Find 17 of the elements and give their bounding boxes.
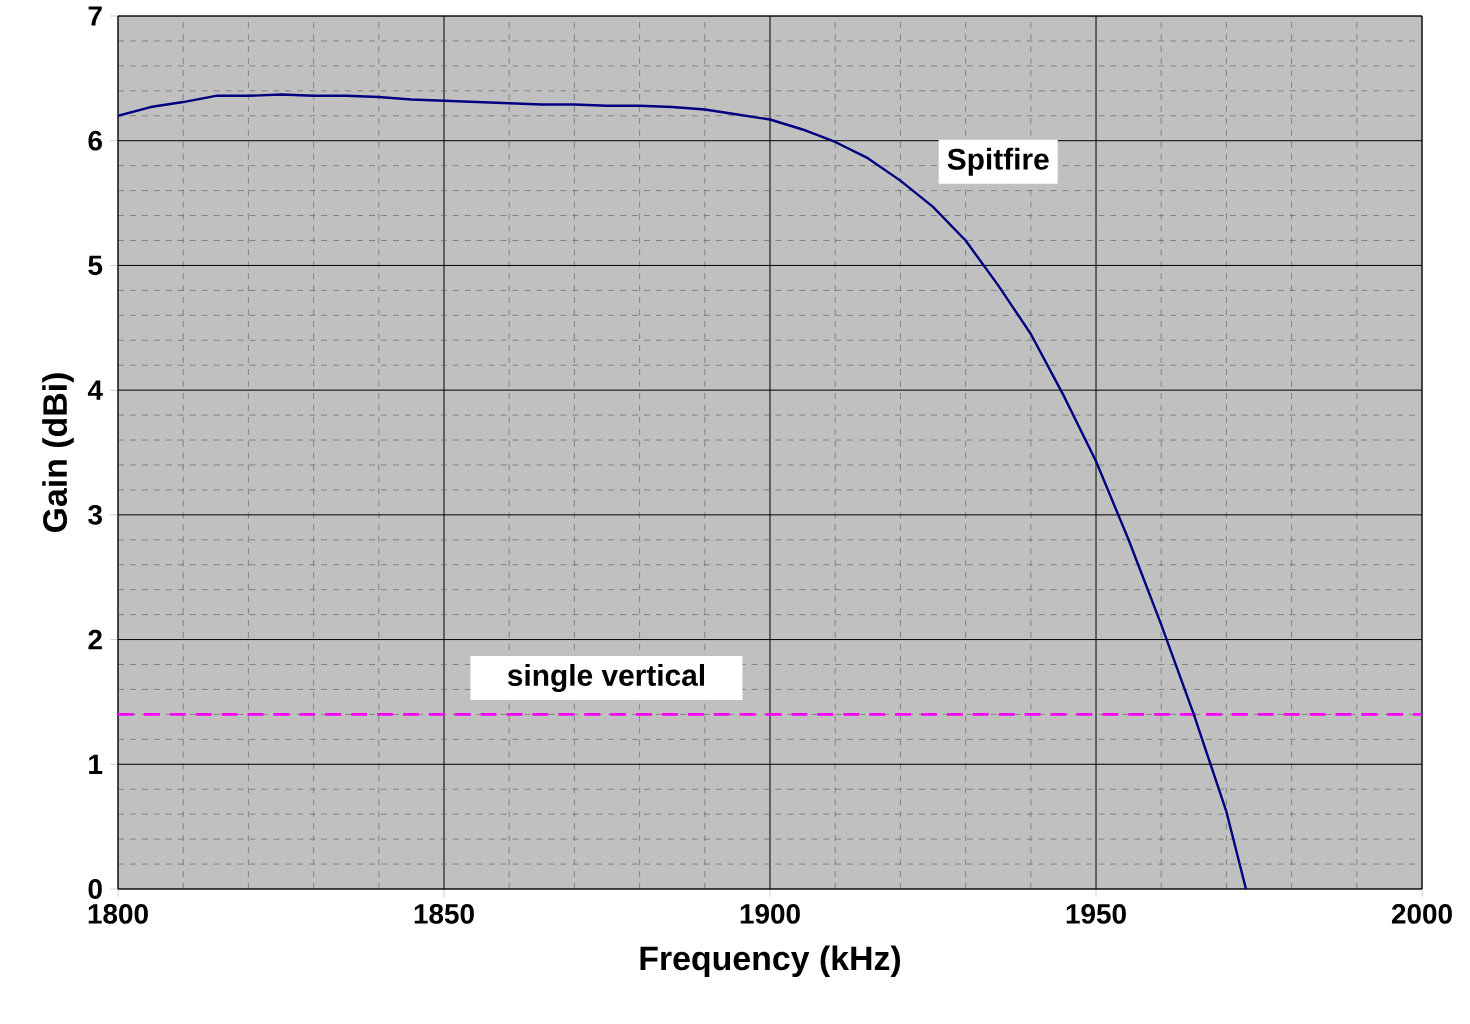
y-axis-title: Gain (dBi) — [42, 373, 74, 533]
ref-line-label: single vertical — [507, 664, 705, 693]
y-tick-label: 7 — [88, 6, 102, 26]
y-tick-label: 4 — [87, 380, 103, 400]
y-tick-label: 3 — [88, 504, 102, 525]
series-label: Spitfire — [947, 147, 1049, 176]
y-tick-label: 1 — [89, 754, 103, 774]
y-tick-label: 6 — [88, 130, 102, 151]
x-tick-label: 1800 — [88, 904, 148, 924]
y-tick-label: 0 — [88, 879, 102, 899]
x-tick-label: 2000 — [1391, 904, 1452, 924]
x-tick-label: 1850 — [414, 904, 474, 924]
x-axis-title: Frequency (kHz) — [640, 945, 901, 978]
x-tick-label: 1900 — [740, 904, 800, 924]
x-tick-label: 1950 — [1066, 904, 1126, 924]
y-tick-label: 5 — [88, 255, 103, 276]
y-tick-label: 2 — [88, 629, 102, 650]
